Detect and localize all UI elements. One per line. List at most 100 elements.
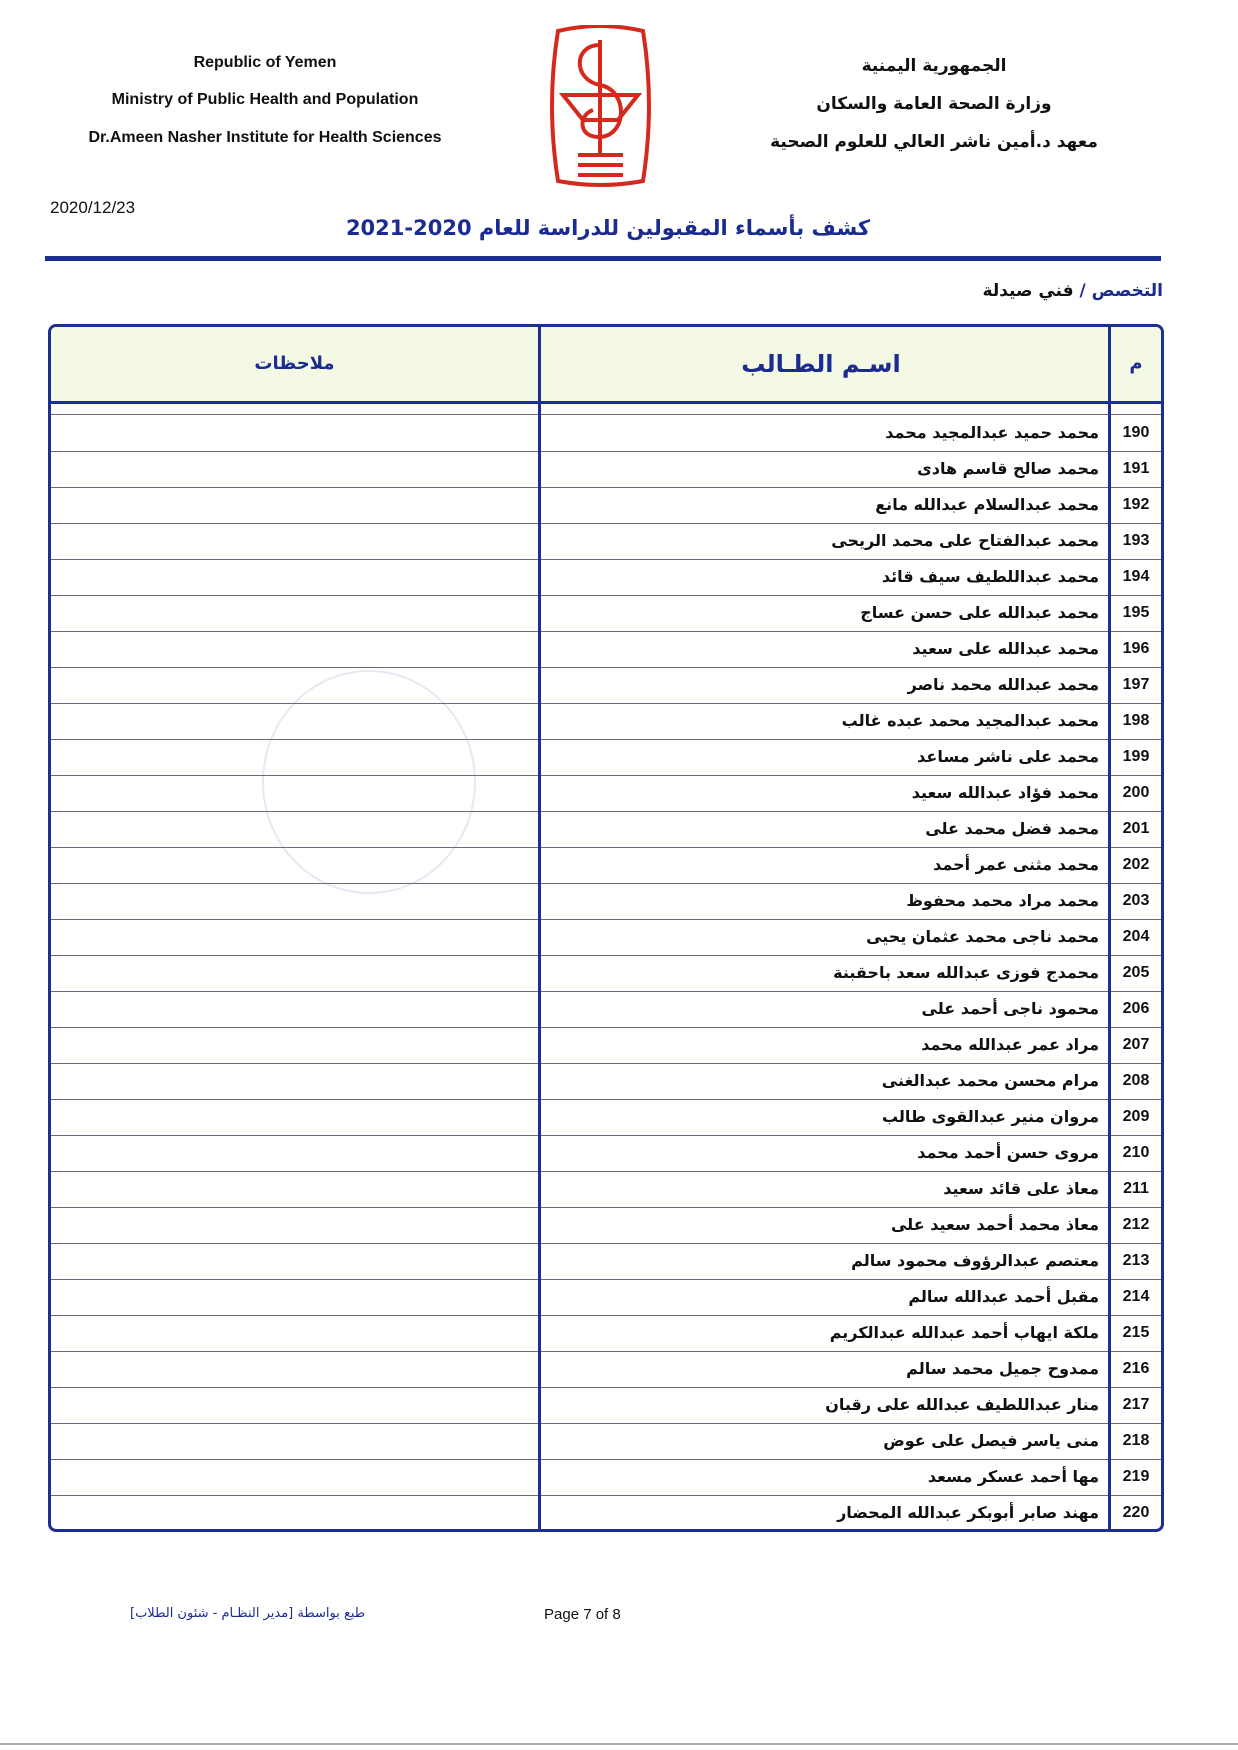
row-number: 200 — [1122, 784, 1150, 801]
scan-edge — [0, 1743, 1238, 1745]
document-title: كشف بأسماء المقبولين للدراسة للعام 2020-… — [345, 216, 871, 240]
table-row: 202 محمد مثنى عمر أحمد — [51, 847, 1161, 884]
table-row: 220 مهند صابر أبوبكر عبدالله المحضار — [51, 1495, 1161, 1529]
student-name: محمد عبدالله على سعيد — [912, 639, 1099, 658]
student-name: معاذ محمد أحمد سعيد على — [890, 1215, 1099, 1234]
table-row: 215 ملكة ايهاب أحمد عبدالله عبدالكريم — [51, 1315, 1161, 1352]
table-row: 201 محمد فضل محمد على — [51, 811, 1161, 848]
table-row: 192 محمد عبدالسلام عبدالله مانع — [51, 487, 1161, 524]
student-name: معاذ على قائد سعيد — [943, 1179, 1099, 1198]
row-number: 215 — [1122, 1324, 1150, 1341]
row-number: 201 — [1122, 820, 1150, 837]
row-number: 202 — [1122, 856, 1150, 873]
row-number: 205 — [1122, 964, 1150, 981]
table-row: 206 محمود ناجى أحمد على — [51, 991, 1161, 1028]
column-divider — [538, 327, 541, 1529]
table-row: 190 محمد حميد عبدالمجيد محمد — [51, 415, 1161, 452]
header-number: م — [1129, 353, 1143, 374]
student-name: مروان منير عبدالقوى طالب — [881, 1107, 1099, 1126]
student-name: محمد عبدالسلام عبدالله مانع — [875, 495, 1099, 514]
student-name: محمد عبداللطيف سيف قائد — [881, 567, 1099, 586]
table-row: 214 مقبل أحمد عبدالله سالم — [51, 1279, 1161, 1316]
student-name: محمد حميد عبدالمجيد محمد — [885, 423, 1099, 442]
student-name: محمد ناجى محمد عثمان يحيى — [866, 927, 1099, 946]
table-row: 204 محمد ناجى محمد عثمان يحيى — [51, 919, 1161, 956]
row-number: 220 — [1122, 1504, 1150, 1521]
row-number: 206 — [1122, 1000, 1150, 1017]
table-row: 207 مراد عمر عبدالله محمد — [51, 1027, 1161, 1064]
student-name: ممدوح جميل محمد سالم — [906, 1359, 1099, 1378]
row-number: 194 — [1122, 568, 1150, 585]
row-number: 190 — [1122, 424, 1150, 441]
header-english-line-3: Dr.Ameen Nasher Institute for Health Sci… — [88, 129, 442, 146]
table-row: 208 مرام محسن محمد عبدالغنى — [51, 1063, 1161, 1100]
row-number: 210 — [1122, 1144, 1150, 1161]
student-name: مرام محسن محمد عبدالغنى — [881, 1071, 1099, 1090]
faded-stamp — [262, 670, 476, 894]
row-number: 195 — [1122, 604, 1150, 621]
student-name: منى ياسر فيصل على عوض — [883, 1431, 1099, 1450]
student-name: محمدج فوزى عبدالله سعد باحقبنة — [833, 963, 1099, 982]
row-number: 219 — [1122, 1468, 1150, 1485]
student-name: منار عبداللطيف عبدالله على رقبان — [825, 1395, 1099, 1414]
student-name: مهند صابر أبوبكر عبدالله المحضار — [837, 1503, 1099, 1522]
student-name: مراد عمر عبدالله محمد — [921, 1035, 1099, 1054]
row-number: 212 — [1122, 1216, 1150, 1233]
specialty-value: فني صيدلة — [982, 281, 1074, 301]
student-name: مروى حسن أحمد محمد — [917, 1143, 1099, 1162]
table-header: م اسـم الطـالب ملاحظات — [51, 327, 1161, 404]
student-name: محمد فؤاد عبدالله سعيد — [911, 783, 1099, 802]
student-name: محمد فضل محمد على — [925, 819, 1099, 838]
table-row: 191 محمد صالح قاسم هادى — [51, 451, 1161, 488]
table-row: 216 ممدوح جميل محمد سالم — [51, 1351, 1161, 1388]
table-row: 219 مها أحمد عسكر مسعد — [51, 1459, 1161, 1496]
specialty-label: التخصص / — [1079, 281, 1163, 301]
table-row: 203 محمد مراد محمد محفوظ — [51, 883, 1161, 920]
printed-by: طبع بواسطة [مدير النظـام - شئون الطلاب] — [130, 1606, 366, 1621]
student-name: محمد عبدالمجيد محمد عبده غالب — [841, 711, 1099, 730]
table-row: 218 منى ياسر فيصل على عوض — [51, 1423, 1161, 1460]
row-number: 196 — [1122, 640, 1150, 657]
table-row: 217 منار عبداللطيف عبدالله على رقبان — [51, 1387, 1161, 1424]
table-row: 210 مروى حسن أحمد محمد — [51, 1135, 1161, 1172]
row-number: 208 — [1122, 1072, 1150, 1089]
table-row: 205 محمدج فوزى عبدالله سعد باحقبنة — [51, 955, 1161, 992]
table-spacer-row — [51, 404, 1161, 415]
header-arabic-line-3: معهد د.أمين ناشر العالي للعلوم الصحية — [770, 132, 1098, 152]
table-row: 197 محمد عبدالله محمد ناصر — [51, 667, 1161, 704]
specialty: التخصص / فني صيدلة — [983, 281, 1163, 301]
student-name: محمود ناجى أحمد على — [921, 999, 1099, 1018]
document-date: 2020/12/23 — [50, 198, 136, 217]
student-name: مقبل أحمد عبدالله سالم — [908, 1287, 1099, 1306]
table-row: 209 مروان منير عبدالقوى طالب — [51, 1099, 1161, 1136]
row-number: 192 — [1122, 496, 1150, 513]
column-divider — [1108, 327, 1111, 1529]
header-notes: ملاحظات — [254, 353, 335, 374]
row-number: 214 — [1122, 1288, 1150, 1305]
students-table: م اسـم الطـالب ملاحظات 190 محمد حميد عبدا… — [48, 324, 1164, 1532]
student-name: معتصم عبدالرؤوف محمود سالم — [851, 1251, 1099, 1270]
table-row: 198 محمد عبدالمجيد محمد عبده غالب — [51, 703, 1161, 740]
table-row: 200 محمد فؤاد عبدالله سعيد — [51, 775, 1161, 812]
student-name: محمد مراد محمد محفوظ — [906, 891, 1099, 910]
header-name: اسـم الطـالب — [741, 350, 901, 378]
student-name: مها أحمد عسكر مسعد — [927, 1467, 1099, 1486]
table-row: 196 محمد عبدالله على سعيد — [51, 631, 1161, 668]
student-name: محمد مثنى عمر أحمد — [933, 855, 1099, 874]
page-number: Page 7 of 8 — [544, 1606, 621, 1623]
row-number: 218 — [1122, 1432, 1150, 1449]
row-number: 207 — [1122, 1036, 1150, 1053]
student-name: محمد على ناشر مساعد — [917, 747, 1099, 766]
header-english-line-1: Republic of Yemen — [193, 54, 337, 71]
student-name: محمد صالح قاسم هادى — [917, 459, 1099, 478]
table-row: 213 معتصم عبدالرؤوف محمود سالم — [51, 1243, 1161, 1280]
header-english-line-2: Ministry of Public Health and Population — [111, 91, 419, 108]
header-arabic-line-1: الجمهورية اليمنية — [861, 56, 1007, 76]
row-number: 197 — [1122, 676, 1150, 693]
table-row: 194 محمد عبداللطيف سيف قائد — [51, 559, 1161, 596]
row-number: 217 — [1122, 1396, 1150, 1413]
table-row: 195 محمد عبدالله على حسن عساج — [51, 595, 1161, 632]
student-name: ملكة ايهاب أحمد عبدالله عبدالكريم — [829, 1323, 1099, 1342]
table-row: 199 محمد على ناشر مساعد — [51, 739, 1161, 776]
header-arabic-line-2: وزارة الصحة العامة والسكان — [816, 94, 1052, 114]
